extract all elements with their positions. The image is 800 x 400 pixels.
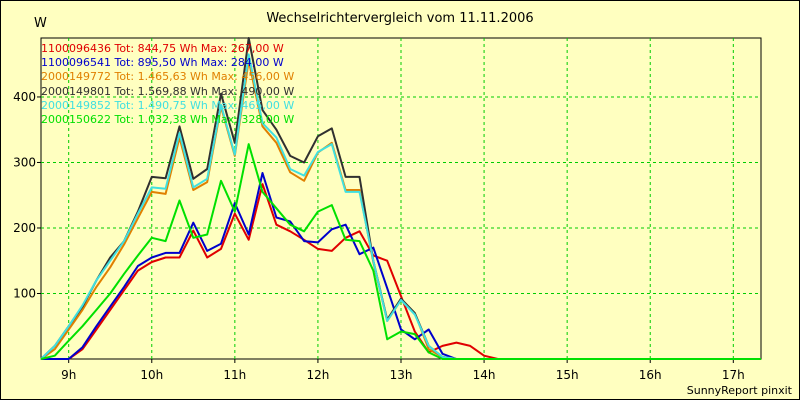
y-tick-label: 100 [13,286,36,300]
x-tick-label: 14h [473,368,496,382]
series-line-6 [40,143,761,360]
y-tick-label: 400 [13,90,36,104]
x-tick-label: 13h [390,368,413,382]
x-tick-label: 16h [639,368,662,382]
legend-item: 2000150622 Tot: 1.032,38 Wh Max: 328,00 … [41,113,295,127]
legend-item: 1100096436 Tot: 844,75 Wh Max: 267,00 W [41,42,284,55]
legend-item: 2000149852 Tot: 1.490,75 Wh Max: 465,00 … [41,98,295,112]
legend-item: 1100096541 Tot: 895,50 Wh Max: 284,00 W [41,56,284,70]
legend-item: 2000149801 Tot: 1.569,88 Wh Max: 490,00 … [41,84,295,98]
y-axis-unit-label: W [34,16,47,31]
chart-title: Wechselrichtervergleich vom 11.11.2006 [266,11,534,26]
x-tick-label: 11h [223,368,246,382]
x-tick-label: 9h [61,368,76,382]
legend-item: 2000149772 Tot: 1.465,63 Wh Max: 456,00 … [41,70,295,84]
x-tick-label: 17h [722,368,745,382]
y-tick-label: 300 [13,155,36,169]
x-tick-label: 10h [140,368,163,382]
y-tick-label: 200 [13,221,36,235]
credit-label: SunnyReport pinxit [686,384,792,397]
x-tick-label: 12h [306,368,329,382]
x-tick-label: 15h [556,368,579,382]
plot-area [40,37,762,360]
